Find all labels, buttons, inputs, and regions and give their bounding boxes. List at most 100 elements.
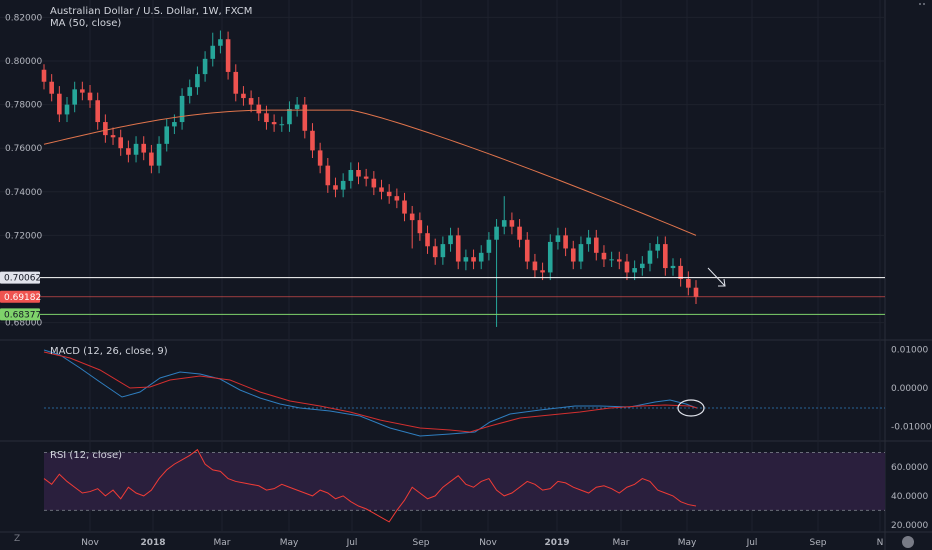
candle-body: [478, 252, 484, 262]
candle-body: [417, 220, 423, 234]
candle-body: [87, 92, 93, 101]
macd-line: [43, 349, 698, 437]
rsi-tick-label: 60.0000: [891, 463, 928, 473]
candle-body: [64, 104, 70, 115]
x-tick-label: Jul: [346, 538, 358, 548]
candle-body: [563, 235, 568, 249]
candle-body: [394, 196, 400, 201]
x-tick-label: Mar: [214, 538, 231, 548]
chart-title: Australian Dollar / U.S. Dollar, 1W, FXC…: [50, 6, 252, 17]
price-tick-label: 0.74000: [5, 188, 42, 198]
candle-body: [670, 265, 676, 269]
rsi-band: [44, 452, 885, 511]
candle-body: [686, 278, 691, 288]
candle-body: [363, 176, 369, 179]
macd-legend: MACD (12, 26, close, 9): [50, 346, 168, 357]
rsi-line: [43, 448, 697, 523]
candle-body: [141, 143, 147, 153]
ma-legend: MA (50, close): [50, 18, 121, 29]
candle-body: [647, 250, 653, 264]
candle-body: [80, 89, 85, 93]
x-tick-label: 2018: [140, 538, 165, 548]
candle-body: [172, 122, 177, 127]
x-tick-label: Sep: [810, 538, 827, 548]
candle-body: [348, 170, 354, 181]
candle-body: [210, 45, 216, 59]
x-tick-label: 2019: [544, 538, 569, 548]
candle-body: [509, 220, 515, 227]
x-tick-label: Jul: [746, 538, 758, 548]
candle-body: [333, 185, 338, 190]
candle-body: [371, 178, 377, 188]
candle-body: [49, 81, 54, 94]
candle-body: [624, 261, 630, 273]
candle-body: [302, 104, 308, 131]
level-tag: [0, 308, 40, 321]
price-tick-label: 0.76000: [5, 144, 42, 154]
level-tag: [0, 290, 40, 303]
candle-body: [471, 257, 476, 262]
candle-body: [440, 244, 446, 258]
candle-body: [179, 95, 185, 123]
candle-body: [601, 252, 607, 260]
candle-body: [402, 200, 407, 214]
candle-body: [494, 226, 499, 240]
drawing-annotations[interactable]: [677, 267, 726, 417]
candle-body: [640, 263, 645, 269]
candle-body: [616, 259, 622, 262]
settings-icon[interactable]: [880, 0, 932, 10]
price-tick-label: 0.82000: [5, 13, 42, 23]
rsi-legend: RSI (12, close): [50, 450, 122, 461]
ma-line: [43, 109, 697, 236]
macd-tick-label: 0.01000: [891, 346, 928, 356]
fullscreen-icon[interactable]: [900, 534, 916, 550]
candle-body: [218, 39, 223, 46]
macd-tick-label: -0.01000: [891, 422, 932, 432]
x-tick-label: May: [678, 538, 697, 548]
candle-body: [164, 126, 170, 144]
candle-body: [310, 130, 315, 151]
x-tick-label: Mar: [613, 538, 630, 548]
candle-body: [325, 165, 331, 186]
candle-body: [448, 235, 453, 245]
price-pane: [0, 30, 885, 327]
level-tag-label: 0.69182: [4, 293, 41, 303]
candle-body: [432, 246, 438, 258]
candle-body: [279, 124, 285, 126]
candle-body: [103, 122, 108, 136]
candle-body: [409, 213, 415, 221]
price-tick-label: 0.68000: [5, 319, 42, 329]
tradingview-logo-icon[interactable]: Z: [14, 534, 21, 544]
candle-body: [655, 244, 660, 251]
rsi-tick-label: 20.0000: [891, 521, 928, 531]
x-tick-label: Nov: [81, 538, 99, 548]
candle-body: [570, 248, 576, 262]
candle-body: [118, 137, 124, 149]
level-tag-label: 0.70062: [4, 274, 41, 284]
signal-line: [43, 351, 698, 433]
candle-body: [578, 244, 584, 262]
candle-body: [356, 170, 361, 177]
candle-body: [294, 104, 300, 109]
macd-tick-label: 0.00000: [891, 384, 928, 394]
macd-pane: [43, 349, 885, 437]
candle-body: [609, 259, 614, 261]
candle-body: [133, 143, 139, 155]
candle-body: [340, 180, 346, 190]
candle-body: [41, 69, 47, 82]
candle-body: [540, 270, 545, 273]
macd-cross-ellipse-drawing[interactable]: [677, 399, 705, 417]
axes: Nov 2018 Mar May Jul Sep Nov 2019 Mar May Jul Sep N 0…: [0, 13, 932, 548]
candle-body: [233, 71, 239, 94]
x-tick-label: Sep: [413, 538, 430, 548]
candle-body: [195, 74, 200, 88]
candle-body: [317, 150, 323, 166]
candle-body: [187, 87, 193, 96]
candle-body: [517, 226, 522, 240]
candle-body: [593, 237, 599, 253]
down-arrow-drawing[interactable]: [707, 267, 726, 287]
grid-lines: [0, 0, 885, 532]
price-tick-label: 0.80000: [5, 57, 42, 67]
candle-body: [225, 39, 231, 72]
